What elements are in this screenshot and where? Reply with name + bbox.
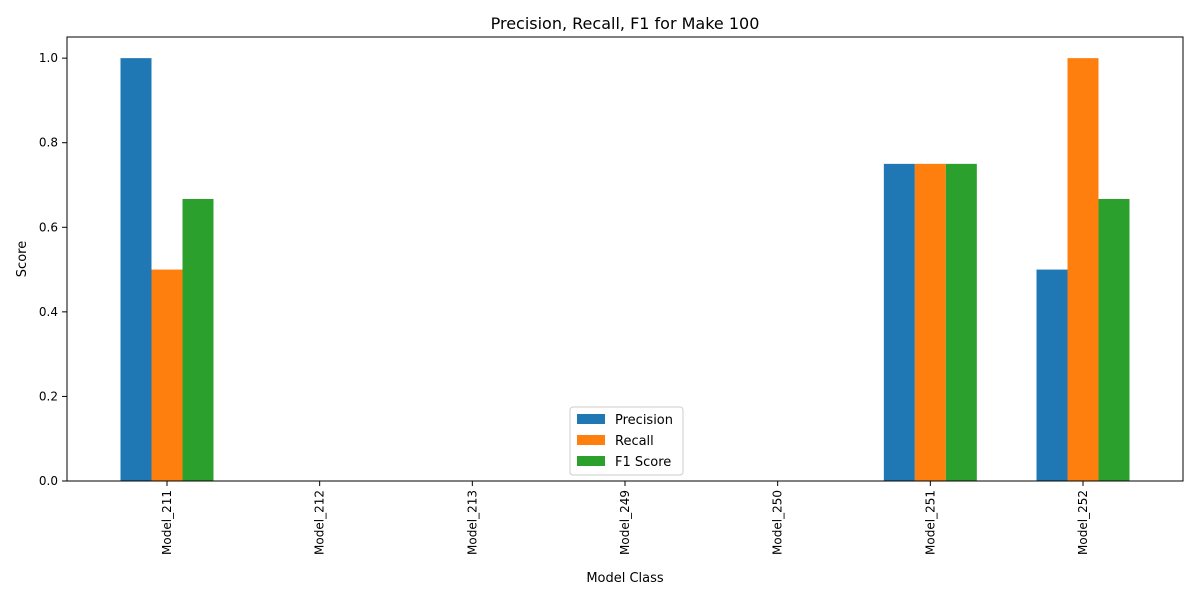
legend-entry: F1 Score — [615, 455, 671, 470]
x-tick-label: Model_249 — [618, 490, 632, 555]
bar-recall-model_252 — [1067, 58, 1099, 482]
x-tick-label: Model_212 — [313, 490, 327, 555]
bar-recall-model_211 — [151, 269, 183, 481]
y-tick-label: 0.4 — [39, 305, 58, 319]
bar-precision-model_251 — [883, 163, 915, 481]
y-axis-label: Score — [15, 241, 30, 277]
x-tick-label: Model_251 — [923, 490, 937, 555]
bar-recall-model_251 — [914, 163, 946, 481]
legend-swatch — [577, 435, 605, 445]
y-tick-label: 0.0 — [39, 474, 58, 488]
y-tick-label: 0.8 — [39, 136, 58, 150]
x-tick-label: Model_250 — [771, 490, 785, 555]
legend-entry: Recall — [615, 434, 654, 449]
plot-area: 0.0 0.2 0.4 0.6 0.8 1.0 Model_211 Model_212 Mode… — [39, 36, 1184, 555]
x-tick-label: Model_211 — [160, 490, 174, 555]
bar-precision-model_252 — [1036, 269, 1068, 481]
legend-swatch — [577, 456, 605, 466]
y-tick-label: 0.2 — [39, 389, 58, 403]
bar-precision-model_211 — [120, 58, 152, 482]
x-axis-label: Model Class — [586, 571, 664, 586]
x-tick-label: Model_252 — [1076, 490, 1090, 555]
legend-swatch — [577, 414, 605, 424]
y-tick-label: 1.0 — [39, 51, 58, 65]
chart-title: Precision, Recall, F1 for Make 100 — [491, 14, 760, 33]
x-tick-label: Model_213 — [465, 490, 479, 555]
bar-f1-score-model_211 — [182, 198, 214, 481]
legend-entry: Precision — [615, 413, 673, 428]
bar-f1-score-model_251 — [945, 163, 977, 481]
legend: Precision Recall F1 Score — [569, 406, 684, 476]
bar-f1-score-model_252 — [1098, 198, 1130, 481]
y-tick-label: 0.6 — [39, 220, 58, 234]
